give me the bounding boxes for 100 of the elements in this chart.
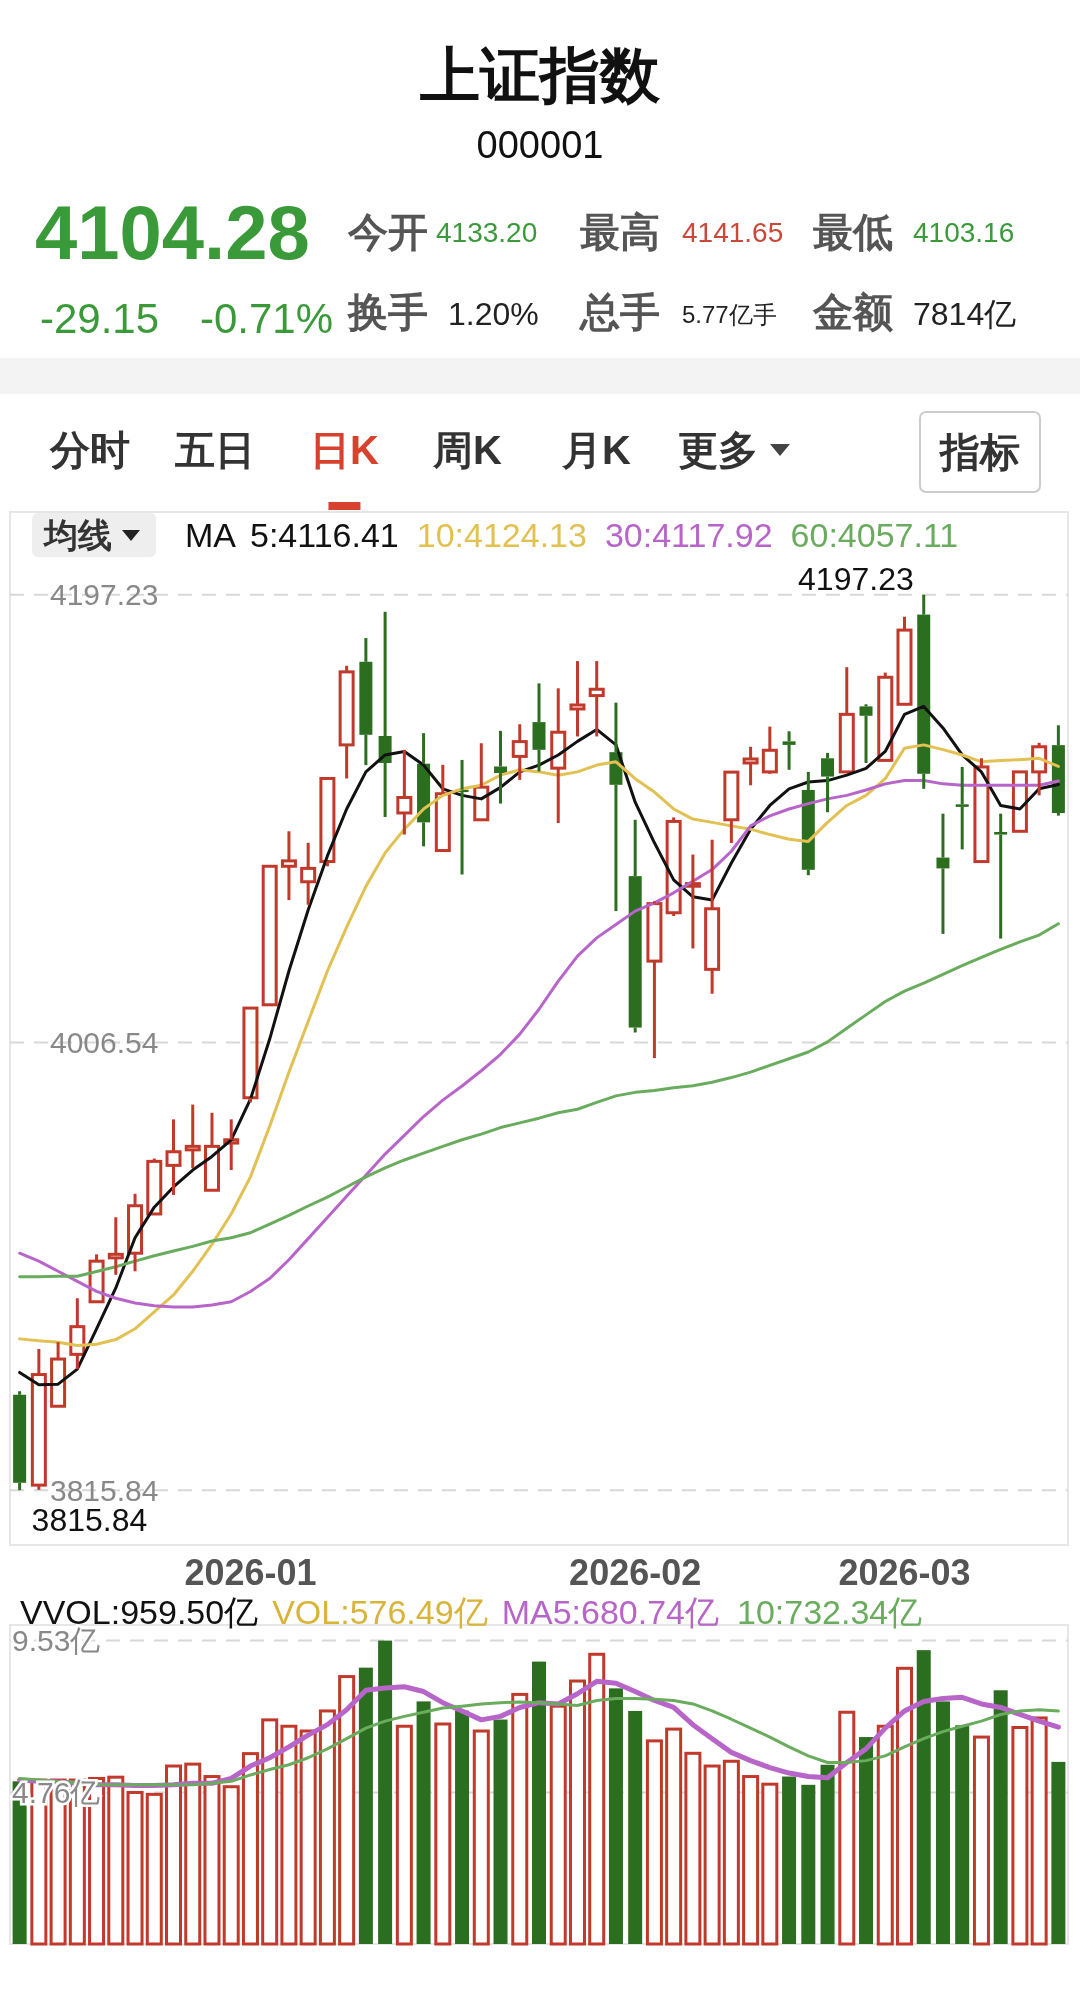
candlestick	[646, 901, 663, 1060]
bar	[280, 1724, 298, 1946]
text: 周K	[432, 428, 502, 472]
bar	[222, 1785, 240, 1946]
text: 最低	[813, 210, 893, 254]
bar	[434, 1722, 452, 1946]
bar	[203, 1775, 221, 1946]
y-tick-label: 3815.84	[50, 1473, 159, 1507]
text: 总手	[578, 290, 660, 334]
text: 五日	[174, 428, 255, 472]
bar	[742, 1775, 760, 1946]
line-series	[18, 922, 1060, 1279]
candlestick	[569, 661, 586, 737]
bar	[568, 1679, 586, 1946]
x-tick-label: 2026-01	[184, 1551, 317, 1593]
candlestick	[473, 743, 490, 822]
bar	[645, 1739, 663, 1946]
candlestick	[165, 1119, 182, 1195]
candlestick	[1011, 770, 1028, 833]
candlestick	[396, 748, 413, 835]
bar	[972, 1735, 990, 1946]
text: 金额	[812, 290, 893, 334]
candlestick	[434, 763, 451, 853]
bar	[511, 1692, 529, 1946]
bar	[145, 1792, 163, 1946]
y-tick-label: 4006.54	[50, 1025, 159, 1059]
x-tick-label: 2026-02	[569, 1551, 702, 1593]
x-tick-label: 2026-03	[838, 1551, 971, 1593]
text: 5:4116.41	[250, 516, 399, 554]
annotation: VOL:576.49亿	[272, 1593, 488, 1631]
bar	[107, 1775, 125, 1946]
candlestick	[761, 726, 778, 774]
annotation: 均线	[42, 516, 112, 554]
candlestick	[338, 664, 355, 779]
text: 更多	[678, 428, 758, 472]
text: 4104.28	[35, 189, 310, 275]
bar	[838, 1710, 856, 1946]
text: 指标	[938, 430, 1020, 474]
candlestick	[184, 1104, 201, 1168]
legend-title: MA	[185, 516, 237, 554]
bar	[876, 1724, 894, 1946]
candlestick	[588, 661, 605, 737]
candlestick	[742, 745, 759, 786]
candlestick	[300, 841, 317, 905]
candlestick	[973, 758, 990, 864]
bar	[165, 1764, 183, 1946]
bar	[703, 1764, 721, 1946]
bar	[895, 1666, 913, 1946]
bar	[318, 1709, 336, 1946]
candlestick	[684, 854, 701, 949]
text: 4133.20	[436, 216, 538, 248]
bar	[588, 1652, 606, 1946]
text: -29.15	[40, 294, 160, 342]
bar	[261, 1718, 279, 1946]
candlestick	[69, 1298, 86, 1371]
candlestick	[511, 724, 528, 780]
candlestick	[896, 616, 913, 706]
candlestick	[50, 1342, 67, 1408]
text: 7814亿	[913, 296, 1017, 332]
candlestick	[261, 864, 278, 1007]
bar	[1030, 1716, 1048, 1946]
text: 4141.65	[682, 216, 784, 248]
text: 上证指数	[420, 41, 661, 109]
text: 1.20%	[448, 296, 539, 332]
text: MA5:680.74亿	[501, 1593, 719, 1631]
candlestick	[30, 1347, 47, 1490]
bar	[761, 1782, 779, 1946]
bar	[241, 1752, 259, 1946]
bar	[184, 1762, 202, 1946]
text: 分时	[49, 428, 130, 472]
candlestick	[838, 667, 855, 774]
candlestick	[107, 1217, 124, 1275]
bar	[684, 1751, 702, 1946]
text: 30:4117.92	[604, 516, 773, 554]
text: 日K	[310, 428, 379, 472]
annotation: 4197.23	[798, 560, 914, 597]
text: 换手	[346, 290, 428, 334]
bar	[126, 1790, 144, 1946]
bar	[395, 1724, 413, 1946]
candlestick	[704, 839, 721, 994]
text: 10:4124.13	[416, 516, 587, 554]
text: 000001	[476, 124, 604, 166]
text: 4103.16	[913, 216, 1015, 248]
text: 今开	[347, 210, 428, 254]
text: 5.77亿手	[682, 300, 777, 328]
candlestick	[203, 1111, 220, 1192]
bar	[299, 1729, 317, 1946]
bar	[549, 1704, 567, 1946]
bar	[1011, 1726, 1029, 1946]
bar	[665, 1727, 683, 1946]
candlestick	[280, 831, 297, 902]
bar	[338, 1675, 356, 1946]
candlestick	[223, 1119, 240, 1172]
text: 最高	[580, 210, 660, 254]
candlestick	[550, 688, 567, 825]
candlestick	[665, 817, 682, 918]
text: 10:732.34亿	[737, 1593, 923, 1631]
bar	[722, 1759, 740, 1946]
text: -0.71%	[200, 294, 334, 342]
text: 月K	[561, 428, 631, 472]
